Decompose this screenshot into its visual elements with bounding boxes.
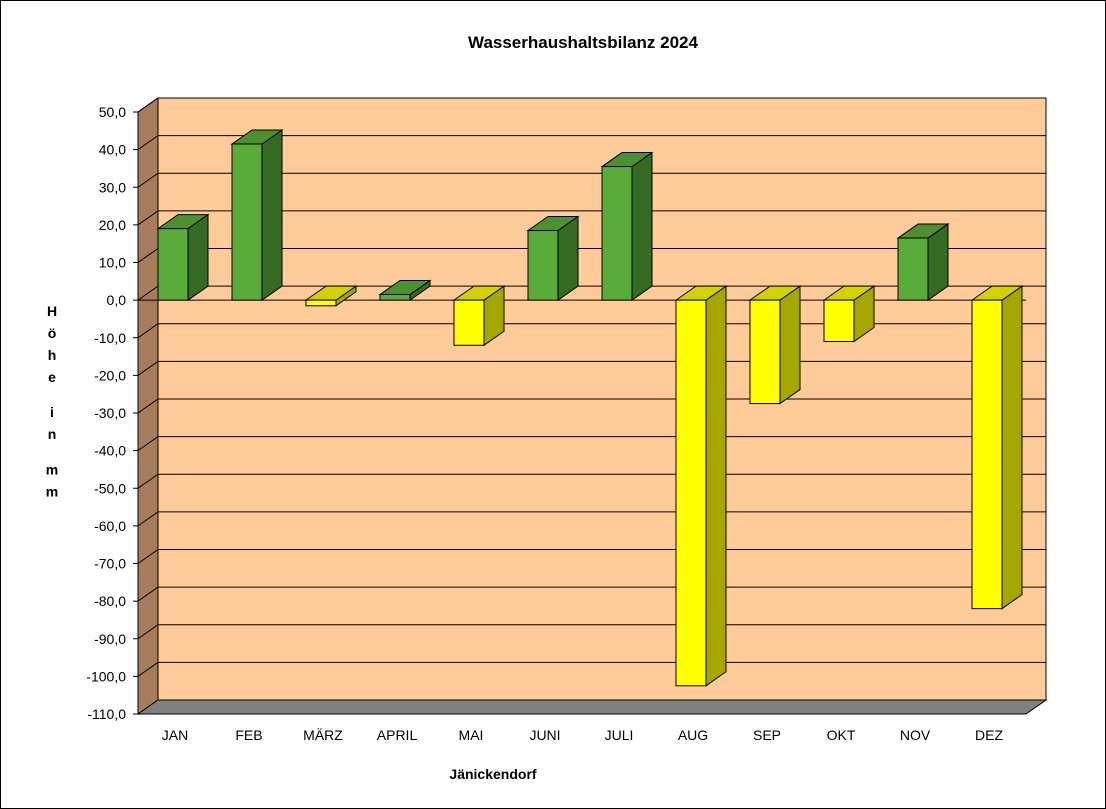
bar bbox=[822, 285, 876, 343]
y-tick-label: 0,0 bbox=[107, 292, 127, 308]
bar-front bbox=[453, 299, 485, 346]
bar-front bbox=[823, 299, 855, 343]
bar bbox=[156, 213, 210, 302]
x-tick-label: JUNI bbox=[529, 727, 560, 743]
bar-front bbox=[305, 299, 337, 307]
gridline bbox=[137, 473, 1046, 489]
x-tick-label: AUG bbox=[678, 727, 708, 743]
y-tick-labels: 50,0 40,0 30,0 20,0 10,0 0,0 -10,0 -20,0 -30,0 -4… bbox=[86, 104, 126, 722]
x-tick-label: JULI bbox=[605, 727, 634, 743]
y-tick-label: -90,0 bbox=[94, 631, 126, 647]
gridline bbox=[137, 586, 1046, 602]
bar bbox=[600, 151, 654, 302]
x-tick-label: OKT bbox=[827, 727, 856, 743]
y-axis-title-letter: n bbox=[48, 426, 57, 442]
y-tick-label: -30,0 bbox=[94, 405, 126, 421]
bar bbox=[896, 223, 950, 302]
bar-front bbox=[897, 237, 929, 301]
y-tick-label: -70,0 bbox=[94, 556, 126, 572]
y-tick-label: 50,0 bbox=[99, 104, 126, 120]
y-tick-label: 30,0 bbox=[99, 179, 126, 195]
gridline bbox=[137, 624, 1046, 640]
bar bbox=[970, 285, 1024, 610]
bar-front bbox=[601, 166, 633, 301]
bar-front bbox=[749, 299, 781, 405]
y-axis-title-letter: H bbox=[47, 303, 57, 319]
x-tick-labels: JAN FEB MÄRZ APRIL MAI JUNI JULI AUG SEP OKT NOV DE… bbox=[162, 727, 1004, 743]
bar-front bbox=[675, 299, 707, 687]
x-tick-label: DEZ bbox=[975, 727, 1003, 743]
bar-side bbox=[705, 285, 727, 687]
y-axis-title-letter: m bbox=[46, 483, 58, 499]
bar-side bbox=[779, 285, 801, 405]
bar bbox=[526, 215, 580, 302]
plot-floor bbox=[136, 699, 1048, 715]
gridline bbox=[137, 436, 1046, 452]
x-tick-label: FEB bbox=[235, 727, 262, 743]
y-axis-title-letter: e bbox=[48, 369, 56, 385]
gridline bbox=[137, 172, 1046, 188]
bar-front bbox=[971, 299, 1003, 610]
gridline bbox=[137, 549, 1046, 564]
bar-front bbox=[157, 228, 189, 301]
gridline bbox=[137, 210, 1046, 226]
x-axis-title: Jänickendorf bbox=[449, 766, 536, 782]
gridline bbox=[137, 511, 1046, 527]
y-tick-label: -10,0 bbox=[94, 330, 126, 346]
y-tick-label: -100,0 bbox=[86, 668, 126, 684]
x-tick-label: MAI bbox=[459, 727, 484, 743]
bar-front bbox=[231, 143, 263, 301]
bar-side bbox=[1001, 285, 1023, 610]
bar-side bbox=[631, 151, 653, 302]
x-tick-label: JAN bbox=[162, 727, 188, 743]
y-tick-label: 10,0 bbox=[99, 255, 126, 271]
x-tick-label: MÄRZ bbox=[303, 727, 343, 743]
y-axis-title-letter: h bbox=[48, 347, 57, 363]
bar-front bbox=[379, 293, 411, 301]
bar bbox=[748, 285, 802, 405]
bar-side bbox=[187, 213, 209, 302]
y-axis-title-letter: ö bbox=[48, 325, 57, 341]
x-tick-label: SEP bbox=[753, 727, 781, 743]
y-tick-label: -60,0 bbox=[94, 518, 126, 534]
chart-title: Wasserhaushaltsbilanz 2024 bbox=[468, 33, 698, 52]
bar bbox=[674, 285, 728, 687]
y-axis-title-letter: i bbox=[50, 404, 54, 420]
y-tick-label: -50,0 bbox=[94, 480, 126, 496]
bar bbox=[452, 285, 506, 347]
y-tick-label: -40,0 bbox=[94, 443, 126, 459]
bars bbox=[156, 129, 1024, 687]
y-tick-label: -80,0 bbox=[94, 593, 126, 609]
bar-side bbox=[261, 129, 283, 302]
x-tick-label: NOV bbox=[900, 727, 931, 743]
bar bbox=[304, 285, 358, 307]
bar-front bbox=[527, 230, 559, 301]
y-tick-label: -110,0 bbox=[87, 706, 126, 722]
gridline bbox=[137, 97, 1046, 113]
x-tick-label: APRIL bbox=[377, 727, 418, 743]
y-tick-label: 20,0 bbox=[99, 217, 126, 233]
y-axis-title-letter: m bbox=[46, 461, 58, 477]
gridline bbox=[137, 661, 1046, 677]
bar bbox=[230, 129, 284, 302]
bar-side bbox=[557, 215, 579, 302]
gridline bbox=[137, 135, 1046, 151]
bar bbox=[378, 279, 432, 302]
y-tick-label: -20,0 bbox=[94, 367, 126, 383]
y-tick-label: 40,0 bbox=[99, 142, 126, 158]
